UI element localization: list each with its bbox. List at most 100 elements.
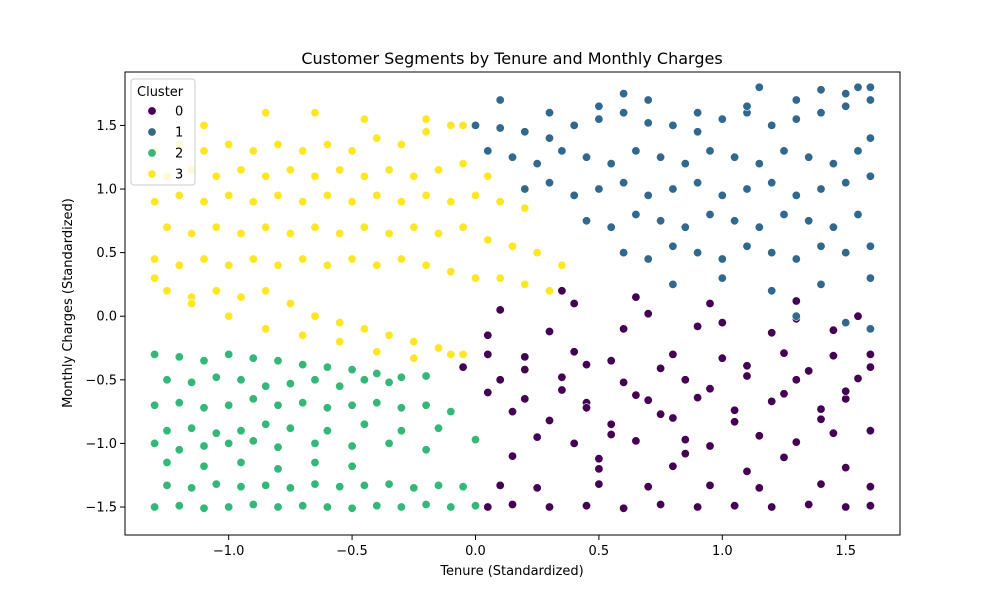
cluster-1-point	[557, 146, 567, 156]
cluster-0-point	[557, 385, 567, 395]
cluster-3-point	[187, 298, 197, 308]
cluster-0-point	[754, 431, 764, 441]
cluster-3-point	[433, 165, 443, 175]
cluster-1-point	[619, 108, 629, 118]
cluster-2-point	[298, 398, 308, 408]
x-tick-label: 1.0	[712, 544, 733, 559]
cluster-0-point	[693, 502, 703, 512]
y-tick-label: 1.5	[96, 119, 117, 134]
cluster-2-point	[298, 501, 308, 511]
cluster-0-point	[828, 325, 838, 335]
cluster-2-point	[322, 362, 332, 372]
cluster-2-point	[211, 479, 221, 489]
cluster-3-point	[174, 260, 184, 270]
cluster-0-point	[544, 502, 554, 512]
cluster-1-point	[841, 101, 851, 111]
cluster-2-point	[372, 398, 382, 408]
cluster-1-point	[606, 222, 616, 232]
cluster-1-point	[767, 178, 777, 188]
cluster-2-point	[384, 438, 394, 448]
cluster-3-point	[470, 273, 480, 283]
cluster-3-point	[224, 311, 234, 321]
cluster-2-point	[421, 371, 431, 381]
cluster-1-point	[816, 279, 826, 289]
cluster-2-point	[162, 480, 172, 490]
cluster-1-point	[804, 152, 814, 162]
cluster-2-point	[236, 426, 246, 436]
cluster-2-point	[150, 438, 160, 448]
cluster-2-point	[236, 482, 246, 492]
cluster-0-point	[717, 353, 727, 363]
cluster-2-point	[174, 398, 184, 408]
cluster-3-point	[224, 190, 234, 200]
cluster-3-point	[359, 171, 369, 181]
cluster-1-point	[643, 190, 653, 200]
cluster-1-point	[865, 133, 875, 143]
cluster-2-point	[162, 457, 172, 467]
cluster-1-point	[668, 184, 678, 194]
cluster-0-point	[606, 356, 616, 366]
legend-label-cluster-0: 0	[175, 105, 183, 120]
cluster-2-point	[322, 426, 332, 436]
cluster-0-point	[742, 466, 752, 476]
cluster-3-point	[347, 197, 357, 207]
legend-marker-cluster-3	[147, 169, 157, 179]
cluster-3-point	[322, 190, 332, 200]
cluster-3-point	[261, 324, 271, 334]
cluster-0-point	[865, 501, 875, 511]
cluster-1-point	[594, 184, 604, 194]
cluster-3-point	[421, 114, 431, 124]
cluster-1-point	[631, 210, 641, 220]
cluster-0-point	[779, 452, 789, 462]
cluster-0-point	[767, 328, 777, 338]
cluster-3-point	[483, 235, 493, 245]
cluster-1-point	[656, 152, 666, 162]
cluster-0-point	[631, 390, 641, 400]
cluster-0-point	[828, 351, 838, 361]
cluster-0-point	[495, 480, 505, 490]
cluster-0-point	[705, 384, 715, 394]
cluster-1-point	[865, 241, 875, 251]
cluster-3-point	[335, 165, 345, 175]
cluster-0-point	[841, 502, 851, 512]
cluster-1-point	[816, 108, 826, 118]
cluster-1-point	[853, 146, 863, 156]
cluster-1-point	[693, 178, 703, 188]
cluster-0-point	[581, 360, 591, 370]
cluster-3-point	[409, 222, 419, 232]
cluster-0-point	[828, 428, 838, 438]
cluster-2-point	[310, 479, 320, 489]
cluster-2-point	[224, 349, 234, 359]
cluster-1-point	[544, 178, 554, 188]
cluster-3-point	[150, 197, 160, 207]
cluster-1-point	[693, 127, 703, 137]
cluster-1-point	[865, 171, 875, 181]
legend-marker-cluster-0	[147, 106, 157, 116]
cluster-2-point	[174, 352, 184, 362]
cluster-3-point	[520, 279, 530, 289]
cluster-0-point	[865, 349, 875, 359]
cluster-1-point	[643, 95, 653, 105]
cluster-2-point	[273, 464, 283, 474]
cluster-1-point	[841, 89, 851, 99]
cluster-0-point	[557, 372, 567, 382]
cluster-1-point	[680, 222, 690, 232]
cluster-2-point	[187, 423, 197, 433]
cluster-0-point	[865, 482, 875, 492]
cluster-3-point	[409, 353, 419, 363]
cluster-2-point	[458, 482, 468, 492]
cluster-3-point	[285, 165, 295, 175]
cluster-3-point	[310, 222, 320, 232]
cluster-3-point	[421, 260, 431, 270]
cluster-0-point	[705, 298, 715, 308]
cluster-0-point	[507, 499, 517, 509]
cluster-0-point	[804, 366, 814, 376]
cluster-3-point	[211, 222, 221, 232]
cluster-2-point	[347, 503, 357, 513]
cluster-3-point	[211, 171, 221, 181]
y-axis-label: Monthly Charges (Standardized)	[61, 198, 76, 408]
cluster-0-point	[754, 483, 764, 493]
legend-label-cluster-1: 1	[175, 126, 183, 141]
cluster-3-point	[507, 241, 517, 251]
cluster-2-point	[285, 423, 295, 433]
